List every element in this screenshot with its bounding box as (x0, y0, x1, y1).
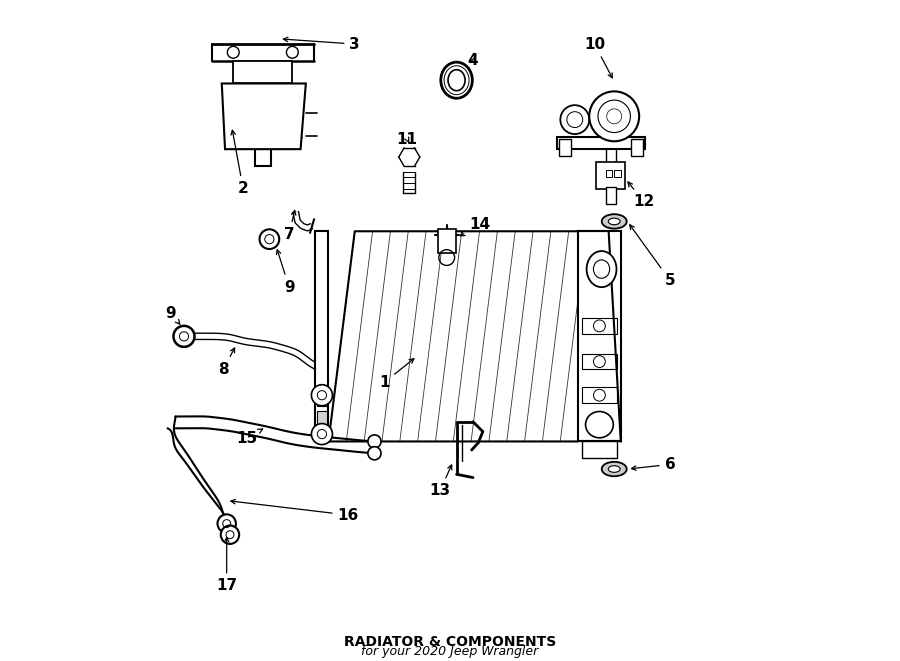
Text: 13: 13 (429, 465, 452, 498)
Bar (582, 387, 617, 403)
Text: 17: 17 (216, 537, 238, 594)
Ellipse shape (587, 251, 617, 287)
Circle shape (174, 326, 194, 347)
Text: 11: 11 (397, 132, 418, 147)
Ellipse shape (608, 218, 620, 225)
Ellipse shape (602, 462, 626, 477)
Bar (582, 354, 617, 369)
Circle shape (368, 435, 381, 448)
Bar (606, 169, 612, 177)
Bar (582, 318, 617, 334)
Text: 6: 6 (632, 457, 675, 472)
Text: 5: 5 (630, 225, 675, 288)
Text: 1: 1 (379, 359, 414, 390)
Circle shape (259, 229, 279, 249)
Text: 14: 14 (460, 217, 491, 236)
Circle shape (311, 385, 332, 406)
Bar (559, 139, 571, 156)
Circle shape (218, 514, 236, 533)
Ellipse shape (586, 412, 613, 438)
Text: 10: 10 (584, 36, 612, 78)
Text: 16: 16 (230, 499, 359, 522)
Ellipse shape (608, 466, 620, 473)
Text: 12: 12 (628, 182, 654, 210)
Text: 8: 8 (218, 348, 235, 377)
Ellipse shape (441, 62, 472, 98)
Text: for your 2020 Jeep Wrangler: for your 2020 Jeep Wrangler (362, 645, 538, 658)
Text: 2: 2 (231, 130, 248, 196)
Circle shape (561, 105, 590, 134)
Circle shape (368, 447, 381, 460)
Bar (233, 61, 292, 83)
Circle shape (311, 424, 332, 445)
Bar (614, 169, 621, 177)
Text: 3: 3 (284, 36, 360, 52)
Bar (606, 187, 616, 204)
Text: 15: 15 (236, 429, 263, 446)
Circle shape (590, 91, 639, 141)
Polygon shape (221, 83, 306, 149)
Text: RADIATOR & COMPONENTS: RADIATOR & COMPONENTS (344, 635, 556, 649)
Text: 7: 7 (284, 210, 296, 242)
Ellipse shape (602, 214, 626, 229)
Bar (557, 137, 645, 149)
Bar (578, 231, 621, 442)
Bar (597, 163, 626, 188)
Text: 9: 9 (276, 250, 294, 295)
Text: 4: 4 (468, 53, 478, 68)
Text: 9: 9 (166, 306, 180, 324)
Bar (318, 411, 327, 431)
Bar (315, 231, 328, 442)
Bar (582, 442, 617, 458)
Circle shape (220, 525, 239, 544)
Bar (318, 386, 327, 406)
Bar (437, 229, 456, 253)
Bar (631, 139, 644, 156)
